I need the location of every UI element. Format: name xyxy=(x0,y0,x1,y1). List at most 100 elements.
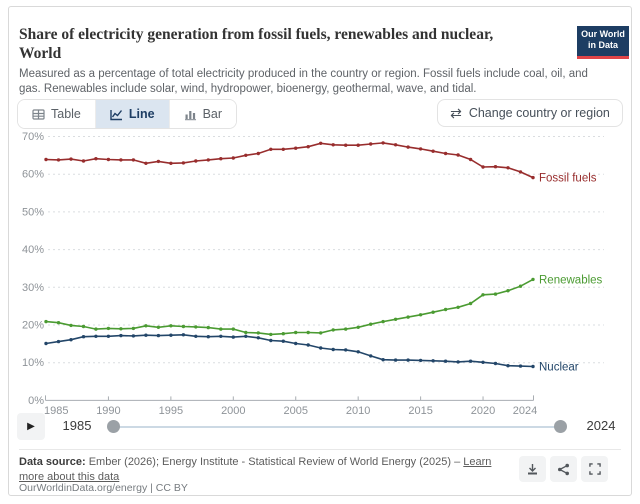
series-point-fossil-fuels-1990[interactable] xyxy=(106,157,111,162)
series-point-renewables-1989[interactable] xyxy=(94,327,98,331)
series-point-fossil-fuels-2017[interactable] xyxy=(443,151,448,156)
series-point-renewables-2016[interactable] xyxy=(431,310,435,314)
series-point-fossil-fuels-1999[interactable] xyxy=(219,157,223,161)
series-point-nuclear-2014[interactable] xyxy=(406,358,410,362)
series-point-fossil-fuels-1989[interactable] xyxy=(94,157,98,161)
line-chart[interactable]: 0% 10% 20% 30% 40% 50% 60% 70% 1985 1990 1995 2000 2… xyxy=(18,128,630,416)
series-point-renewables-2005[interactable] xyxy=(294,330,298,335)
series-point-nuclear-1996[interactable] xyxy=(181,333,186,337)
series-line-renewables[interactable] xyxy=(45,278,534,336)
series-point-fossil-fuels-2015[interactable] xyxy=(418,147,423,151)
series-point-nuclear-2011[interactable] xyxy=(369,354,373,358)
series-point-renewables-2022[interactable] xyxy=(506,289,510,293)
series-point-fossil-fuels-2001[interactable] xyxy=(244,153,248,157)
series-point-fossil-fuels-2019[interactable] xyxy=(468,157,473,162)
series-point-fossil-fuels-2006[interactable] xyxy=(306,145,310,149)
series-point-fossil-fuels-1991[interactable] xyxy=(119,158,123,162)
series-point-renewables-1993[interactable] xyxy=(144,324,148,328)
series-point-nuclear-1989[interactable] xyxy=(94,334,98,338)
series-point-fossil-fuels-2009[interactable] xyxy=(344,143,348,147)
series-point-nuclear-2000[interactable] xyxy=(231,335,235,339)
series-point-renewables-2010[interactable] xyxy=(356,325,360,329)
series-point-nuclear-2006[interactable] xyxy=(306,343,310,347)
series-point-renewables-2021[interactable] xyxy=(493,292,498,296)
series-point-nuclear-2020[interactable] xyxy=(481,360,485,364)
series-point-nuclear-2017[interactable] xyxy=(443,359,448,363)
series-point-nuclear-1992[interactable] xyxy=(131,334,136,338)
timeline-slider[interactable] xyxy=(107,419,567,434)
series-point-renewables-2012[interactable] xyxy=(381,319,385,324)
series-point-nuclear-2013[interactable] xyxy=(393,358,398,362)
series-point-renewables-1985[interactable] xyxy=(44,319,48,324)
series-point-fossil-fuels-2011[interactable] xyxy=(369,142,373,146)
series-point-fossil-fuels-2016[interactable] xyxy=(431,149,435,153)
series-point-nuclear-2019[interactable] xyxy=(468,359,473,363)
series-point-fossil-fuels-2004[interactable] xyxy=(281,147,285,151)
series-point-renewables-2000[interactable] xyxy=(231,327,235,331)
series-point-nuclear-1991[interactable] xyxy=(119,333,123,338)
series-point-nuclear-1994[interactable] xyxy=(156,333,161,338)
series-point-nuclear-2002[interactable] xyxy=(256,336,260,340)
series-point-fossil-fuels-2022[interactable] xyxy=(506,166,510,170)
series-point-nuclear-2008[interactable] xyxy=(331,347,335,352)
series-point-renewables-2015[interactable] xyxy=(418,313,423,317)
series-point-nuclear-1990[interactable] xyxy=(106,334,111,338)
series-point-fossil-fuels-2018[interactable] xyxy=(456,153,460,157)
series-point-nuclear-1997[interactable] xyxy=(194,334,198,338)
series-point-renewables-2013[interactable] xyxy=(393,317,398,321)
series-point-renewables-1988[interactable] xyxy=(81,324,86,329)
series-point-renewables-2014[interactable] xyxy=(406,315,410,319)
series-point-renewables-2007[interactable] xyxy=(319,331,323,335)
fullscreen-button[interactable] xyxy=(581,456,608,482)
series-point-fossil-fuels-1985[interactable] xyxy=(44,157,48,162)
series-point-renewables-2011[interactable] xyxy=(369,322,373,326)
series-point-nuclear-2005[interactable] xyxy=(294,341,298,346)
series-point-fossil-fuels-2021[interactable] xyxy=(493,165,498,169)
download-button[interactable] xyxy=(519,456,546,482)
series-point-nuclear-2016[interactable] xyxy=(431,359,435,363)
series-point-renewables-1997[interactable] xyxy=(194,325,198,329)
series-point-renewables-1995[interactable] xyxy=(169,324,173,328)
series-point-fossil-fuels-2000[interactable] xyxy=(231,156,235,160)
series-point-renewables-2017[interactable] xyxy=(443,307,448,312)
series-point-renewables-1999[interactable] xyxy=(219,327,223,331)
series-point-renewables-1990[interactable] xyxy=(106,326,111,331)
series-point-fossil-fuels-1987[interactable] xyxy=(69,157,73,161)
series-point-renewables-1987[interactable] xyxy=(69,323,73,328)
slider-handle-end[interactable] xyxy=(554,420,567,433)
share-button[interactable] xyxy=(550,456,577,482)
series-point-renewables-1994[interactable] xyxy=(156,325,161,329)
series-point-renewables-1998[interactable] xyxy=(206,325,210,330)
series-point-nuclear-2001[interactable] xyxy=(244,334,248,338)
series-point-nuclear-2018[interactable] xyxy=(456,360,460,364)
series-point-fossil-fuels-1997[interactable] xyxy=(194,159,198,163)
series-point-nuclear-2007[interactable] xyxy=(319,346,323,350)
series-point-renewables-2019[interactable] xyxy=(468,301,473,306)
series-point-fossil-fuels-2007[interactable] xyxy=(319,141,323,145)
learn-more-link[interactable]: Learn more about this data xyxy=(19,456,492,483)
series-line-nuclear[interactable] xyxy=(45,333,534,368)
series-point-nuclear-2010[interactable] xyxy=(356,350,360,354)
series-point-fossil-fuels-2012[interactable] xyxy=(381,141,385,145)
series-point-fossil-fuels-1988[interactable] xyxy=(81,159,86,163)
series-point-renewables-2006[interactable] xyxy=(306,330,310,335)
series-point-nuclear-2012[interactable] xyxy=(381,358,385,362)
series-point-renewables-2001[interactable] xyxy=(244,330,248,335)
series-point-renewables-1996[interactable] xyxy=(181,324,186,329)
series-point-fossil-fuels-1995[interactable] xyxy=(169,161,173,165)
series-point-nuclear-1987[interactable] xyxy=(69,338,73,342)
series-point-fossil-fuels-2023[interactable] xyxy=(518,170,523,174)
series-point-fossil-fuels-2008[interactable] xyxy=(331,143,335,147)
series-point-renewables-1991[interactable] xyxy=(119,327,123,331)
series-point-nuclear-2024[interactable] xyxy=(531,364,535,369)
series-point-renewables-2004[interactable] xyxy=(281,332,285,336)
tab-line[interactable]: Line xyxy=(94,100,169,128)
series-point-fossil-fuels-1986[interactable] xyxy=(56,158,61,162)
series-point-fossil-fuels-1996[interactable] xyxy=(181,161,186,165)
series-point-fossil-fuels-2024[interactable] xyxy=(531,175,535,180)
play-button[interactable]: ▶ xyxy=(17,413,45,440)
series-point-fossil-fuels-2014[interactable] xyxy=(406,145,410,149)
series-point-nuclear-1985[interactable] xyxy=(44,341,48,346)
series-point-renewables-2008[interactable] xyxy=(331,328,335,332)
series-point-fossil-fuels-2005[interactable] xyxy=(294,146,298,150)
